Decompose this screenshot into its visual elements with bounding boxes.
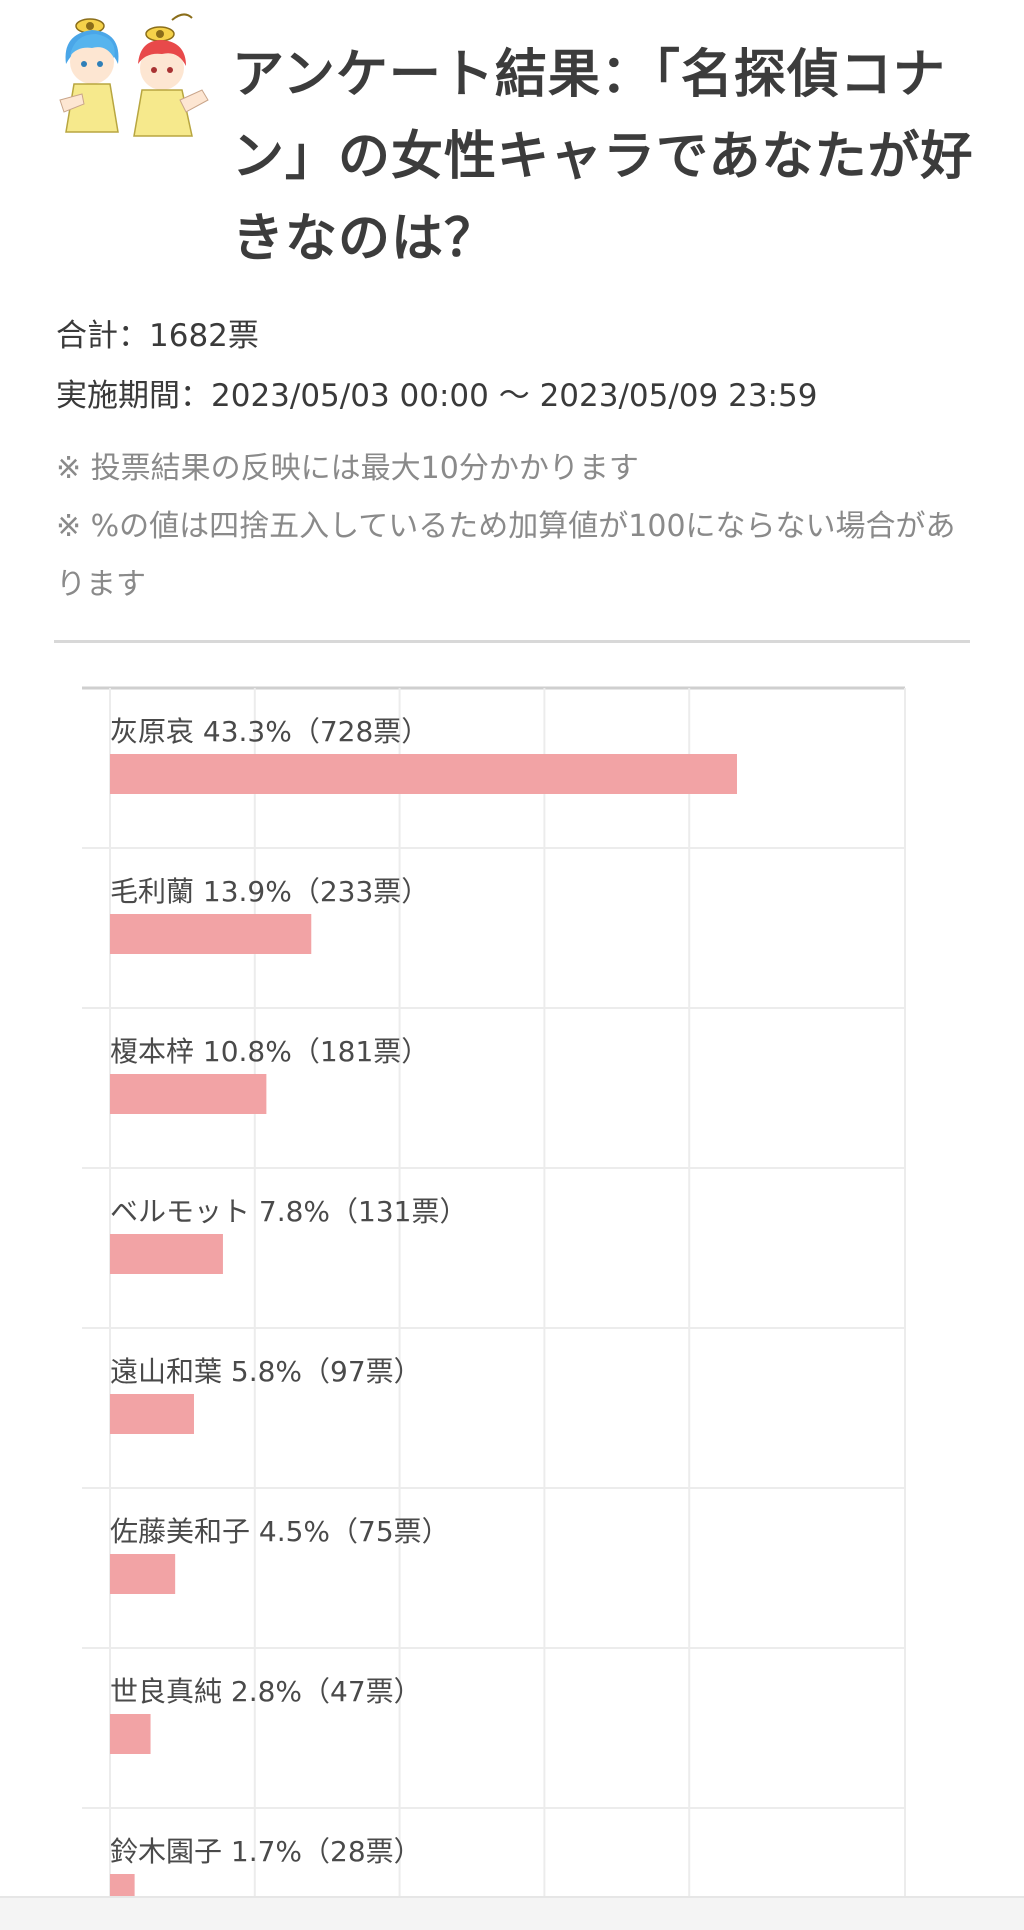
bar-label: 佐藤美和子 4.5%（75票） bbox=[110, 1515, 450, 1548]
divider bbox=[54, 640, 970, 643]
bar bbox=[110, 1234, 223, 1274]
poll-period: 実施期間：2023/05/03 00:00 〜 2023/05/09 23:59 bbox=[56, 378, 818, 414]
bar bbox=[110, 1074, 267, 1114]
bar-label: 世良真純 2.8%（47票） bbox=[110, 1675, 422, 1708]
mascot-icon bbox=[59, 13, 209, 137]
bar-label: 灰原哀 43.3%（728票） bbox=[110, 715, 430, 748]
bar-label: 遠山和葉 5.8%（97票） bbox=[110, 1355, 422, 1388]
note-reflection-delay: ※ 投票結果の反映には最大10分かかります bbox=[56, 451, 639, 486]
bar bbox=[110, 1714, 151, 1754]
note-rounding: ※ %の値は四捨五入しているため加算値が100にならない場合があります bbox=[56, 509, 956, 602]
poll-notes: ※ 投票結果の反映には最大10分かかります ※ %の値は四捨五入しているため加算… bbox=[56, 440, 976, 614]
bar-label: 鈴木園子 1.7%（28票） bbox=[110, 1835, 422, 1868]
poll-meta: 合計：1682票 実施期間：2023/05/03 00:00 〜 2023/05… bbox=[56, 306, 986, 426]
vote-total: 合計：1682票 bbox=[56, 318, 259, 354]
bar bbox=[110, 914, 312, 954]
page-title: アンケート結果：「名探偵コナン」の女性キャラであなたが好きなのは？ bbox=[232, 45, 974, 269]
chart-canvas bbox=[82, 686, 906, 1900]
bottom-bar bbox=[0, 1896, 1024, 1930]
results-bar-chart: 灰原哀 43.3%（728票） 毛利蘭 13.9%（233票） 榎本梓 10.8%（… bbox=[0, 684, 1024, 1900]
bar bbox=[110, 1394, 194, 1434]
page-header: アンケート結果：「名探偵コナン」の女性キャラであなたが好きなのは？ bbox=[52, 0, 982, 280]
bar bbox=[110, 1554, 176, 1594]
bar bbox=[110, 754, 737, 794]
bar bbox=[110, 1874, 135, 1900]
bar-label: ベルモット 7.8%（131票） bbox=[110, 1195, 468, 1228]
bar-label: 毛利蘭 13.9%（233票） bbox=[110, 875, 430, 908]
bar-label: 榎本梓 10.8%（181票） bbox=[110, 1035, 430, 1068]
